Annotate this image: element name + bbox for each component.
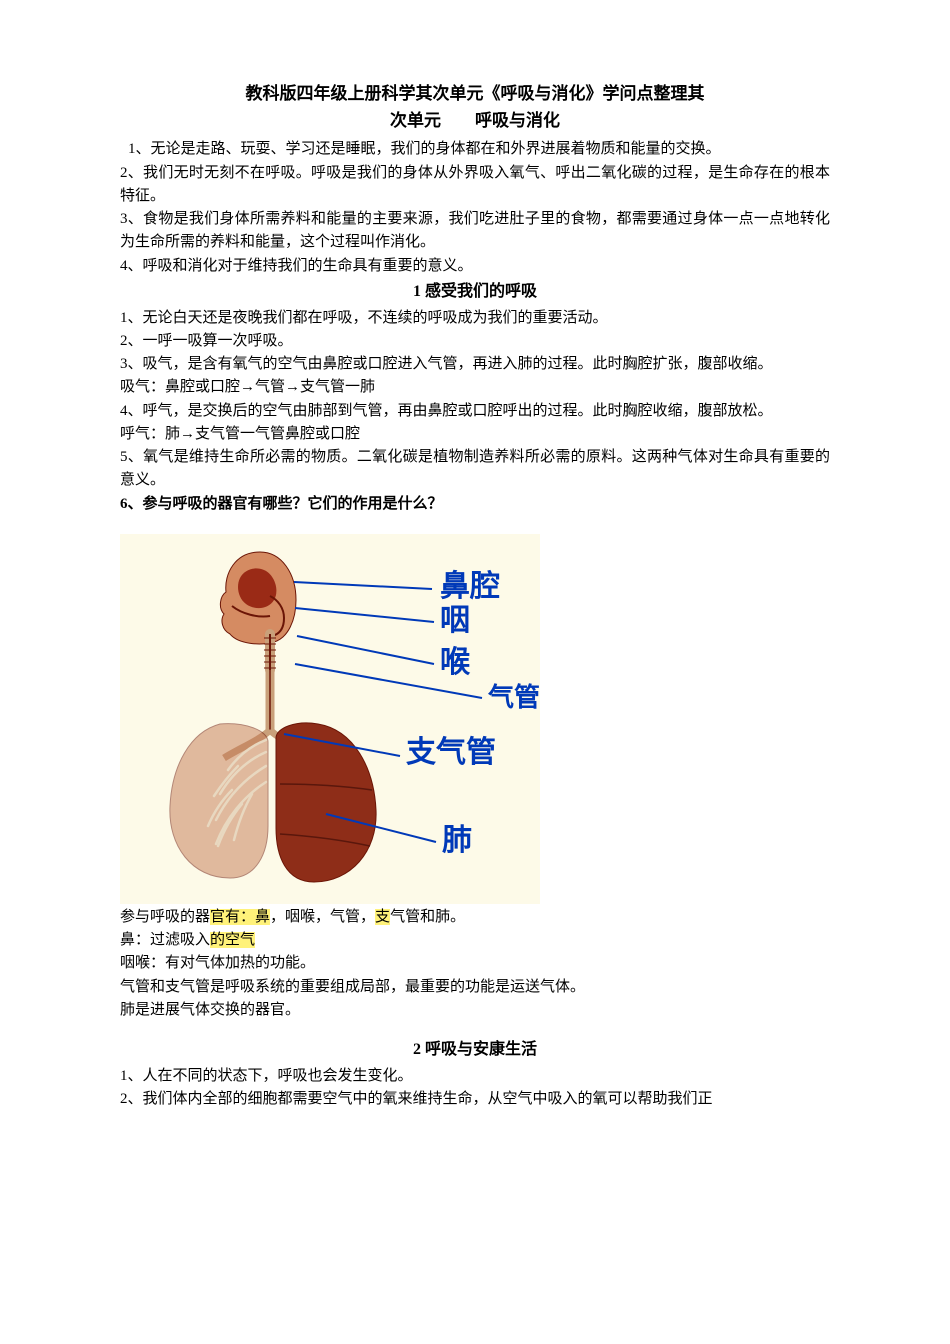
svg-text:肺: 肺: [442, 824, 472, 857]
after-diagram-para: 鼻：过滤吸入的空气: [120, 929, 830, 952]
section2-title: 2 呼吸与安康生活: [120, 1036, 830, 1065]
section2-para: 2、我们体内全部的细胞都需要空气中的氧来维持生命，从空气中吸入的氧可以帮助我们正: [120, 1088, 830, 1111]
intro-block: 1、无论是走路、玩耍、学习还是睡眠，我们的身体都在和外界进展着物质和能量的交换。…: [120, 138, 830, 278]
after-diagram-para: 咽喉：有对气体加热的功能。: [120, 952, 830, 975]
section1-question: 6、参与呼吸的器官有哪些？它们的作用是什么？: [120, 493, 830, 516]
section1-para: 3、吸气，是含有氧气的空气由鼻腔或口腔进入气管，再进入肺的过程。此时胸腔扩张，腹…: [120, 353, 830, 376]
section2-para: 1、人在不同的状态下，呼吸也会发生变化。: [120, 1065, 830, 1088]
section1-para: 1、无论白天还是夜晚我们都在呼吸，不连续的呼吸成为我们的重要活动。: [120, 307, 830, 330]
document-page: 教科版四年级上册科学其次单元《呼吸与消化》学问点整理其 次单元 呼吸与消化 1、…: [0, 0, 950, 1171]
section1-para: 4、呼气，是交换后的空气由肺部到气管，再由鼻腔或口腔呼出的过程。此时胸腔收缩，腹…: [120, 400, 830, 423]
after-diagram-para: 肺是进展气体交换的器官。: [120, 999, 830, 1022]
after-diagram-text: 参与呼吸的器官有：鼻，咽喉，气管，支气管和肺。鼻：过滤吸入的空气 咽喉：有对气体…: [120, 906, 830, 1022]
sub-title: 次单元 呼吸与消化: [120, 107, 830, 134]
section1-para: 5、氧气是维持生命所必需的物质。二氧化碳是植物制造养料所必需的原料。这两种气体对…: [120, 446, 830, 493]
section1-para: 呼气：肺→支气管一气管鼻腔或口腔: [120, 423, 830, 446]
section1-title: 1 感受我们的呼吸: [120, 278, 830, 307]
main-title: 教科版四年级上册科学其次单元《呼吸与消化》学问点整理其: [120, 80, 830, 107]
section2-items: 1、人在不同的状态下，呼吸也会发生变化。2、我们体内全部的细胞都需要空气中的氧来…: [120, 1065, 830, 1112]
svg-text:支气管: 支气管: [406, 736, 496, 769]
section1-para: 吸气：鼻腔或口腔→气管→支气管一肺: [120, 376, 830, 399]
svg-text:喉: 喉: [440, 646, 471, 679]
svg-text:气管: 气管: [487, 682, 540, 712]
after-diagram-para: 气管和支气管是呼吸系统的重要组成局部，最重要的功能是运送气体。: [120, 976, 830, 999]
svg-text:鼻腔: 鼻腔: [440, 570, 500, 603]
respiratory-diagram: 鼻腔咽喉气管支气管肺: [120, 534, 540, 904]
svg-text:咽: 咽: [440, 604, 470, 637]
intro-para: 2、我们无时无刻不在呼吸。呼吸是我们的身体从外界吸入氧气、呼出二氧化碳的过程，是…: [120, 162, 830, 209]
intro-para: 4、呼吸和消化对于维持我们的生命具有重要的意义。: [120, 255, 830, 278]
after-diagram-para: 参与呼吸的器官有：鼻，咽喉，气管，支气管和肺。: [120, 906, 830, 929]
section1-items: 1、无论白天还是夜晚我们都在呼吸，不连续的呼吸成为我们的重要活动。2、一呼一吸算…: [120, 307, 830, 493]
intro-para: 3、食物是我们身体所需养料和能量的主要来源，我们吃进肚子里的食物，都需要通过身体…: [120, 208, 830, 255]
spacer: [120, 1022, 830, 1036]
respiratory-diagram-wrap: 鼻腔咽喉气管支气管肺: [120, 534, 830, 904]
intro-para: 1、无论是走路、玩耍、学习还是睡眠，我们的身体都在和外界进展着物质和能量的交换。: [120, 138, 830, 161]
section1-para: 2、一呼一吸算一次呼吸。: [120, 330, 830, 353]
